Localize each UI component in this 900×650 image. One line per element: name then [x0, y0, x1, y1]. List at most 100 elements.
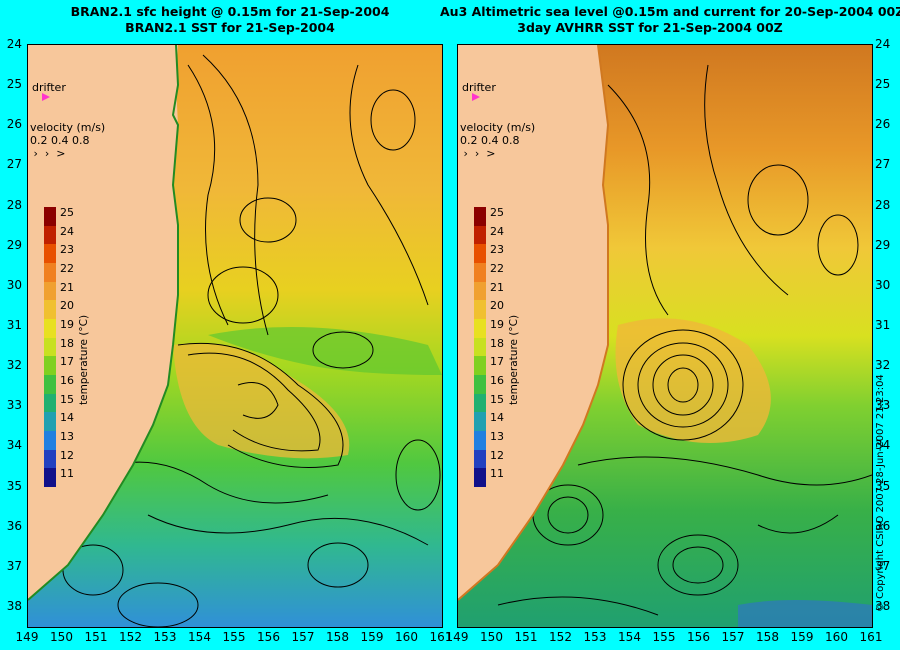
colorbar-tick: 15 [60, 392, 74, 406]
colorbar-tick: 12 [490, 448, 504, 462]
colorbar-tick: 22 [490, 262, 504, 275]
colorbar-tick: 13 [490, 430, 504, 443]
colorbar-tick: 11 [490, 467, 504, 481]
left-coastline [28, 45, 180, 601]
colorbar-tick: 13 [60, 430, 74, 443]
latitude-label: 25 [6, 77, 22, 92]
colorbar-tick: 12 [60, 448, 74, 462]
latitude-label: 27 [6, 157, 22, 172]
right-velocity-legend: velocity (m/s) 0.2 0.4 0.8 › › > [460, 121, 535, 160]
longitude-label: 152 [119, 630, 142, 644]
colorbar-tick: 24 [60, 224, 74, 238]
latitude-label: 37 [875, 558, 891, 573]
colorbar-tick: 16 [60, 374, 74, 387]
right-velocity-arrows: › › > [460, 147, 496, 160]
copyright-text: © Copyright CSIRO 2007 28-Jun-2007 21:23… [875, 374, 886, 612]
longitude-label: 159 [360, 630, 384, 644]
latitude-label: 37 [6, 558, 22, 573]
left-latitude-axis: 24 25 26 27 28 29 30 31 32 33 34 35 36 37 38 [0, 37, 26, 626]
colorbar-segment [44, 318, 56, 338]
longitude-label: 159 [790, 630, 814, 644]
left-sst-map: drifter velocity (m/s) 0.2 0.4 0.8 › › >… [27, 44, 443, 628]
right-drifter-icon [472, 93, 480, 101]
right-warm-eddy [615, 318, 771, 443]
longitude-label: 149 [15, 630, 39, 644]
latitude-label: 29 [875, 237, 891, 252]
colorbar-tick: 18 [490, 336, 504, 350]
longitude-label: 157 [291, 630, 315, 644]
colorbar-segment [474, 430, 486, 450]
longitude-label: 161 [429, 630, 453, 644]
right-velocity-title: velocity (m/s) [460, 121, 536, 134]
colorbar-segment [474, 374, 486, 394]
left-velocity-values: 0.2 0.4 0.8 [30, 134, 90, 147]
right-title-line-1: Au3 Altimetric sea level @0.15m and curr… [440, 4, 900, 19]
latitude-label: 26 [875, 117, 891, 132]
longitude-label: 149 [445, 630, 469, 644]
left-map-title: BRAN2.1 sfc height @ 0.15m for 21-Sep-20… [70, 4, 390, 36]
colorbar-segment [44, 281, 56, 301]
right-colorbar-title: temperature (°C) [508, 314, 520, 405]
colorbar-segment [474, 468, 486, 487]
colorbar-segment [474, 393, 486, 413]
latitude-label: 38 [6, 598, 22, 613]
colorbar-tick: 23 [490, 243, 504, 257]
colorbar-tick: 11 [60, 467, 74, 481]
latitude-label: 28 [6, 197, 22, 212]
latitude-label: 36 [875, 518, 891, 533]
colorbar-tick: 24 [490, 224, 504, 238]
right-colorbar: 25 24 23 22 21 20 19 18 17 16 15 14 13 12 11 [474, 206, 504, 487]
latitude-label: 32 [875, 358, 891, 373]
right-velocity-values: 0.2 0.4 0.8 [460, 134, 520, 147]
longitude-label: 161 [859, 630, 883, 644]
longitude-label: 155 [222, 630, 246, 644]
colorbar-segment [44, 468, 56, 487]
latitude-label: 34 [875, 438, 891, 453]
left-velocity-legend: velocity (m/s) 0.2 0.4 0.8 › › > [30, 121, 105, 160]
longitude-label: 157 [721, 630, 745, 644]
colorbar-tick: 21 [60, 280, 74, 294]
left-title-line-1: BRAN2.1 sfc height @ 0.15m for 21-Sep-20… [70, 4, 390, 19]
latitude-label: 30 [875, 277, 891, 292]
latitude-label: 24 [875, 37, 891, 51]
colorbar-tick: 15 [490, 392, 504, 406]
left-velocity-title: velocity (m/s) [30, 121, 106, 134]
colorbar-segment [474, 337, 486, 357]
colorbar-tick: 14 [60, 411, 74, 425]
right-title-line-2: 3day AVHRR SST for 21-Sep-2004 00Z [517, 20, 783, 35]
left-warm-eddy [173, 343, 350, 459]
left-land [28, 45, 178, 600]
latitude-label: 34 [6, 438, 22, 453]
longitude-label: 153 [583, 630, 607, 644]
latitude-label: 35 [6, 478, 22, 493]
latitude-label: 28 [875, 197, 891, 212]
colorbar-segment [474, 262, 486, 282]
left-drifter-icon [42, 93, 50, 101]
longitude-label: 151 [84, 630, 108, 644]
colorbar-segment [44, 412, 56, 431]
longitude-label: 156 [687, 630, 710, 644]
colorbar-tick: 19 [60, 318, 74, 331]
colorbar-segment [44, 300, 56, 319]
longitude-label: 150 [50, 630, 73, 644]
left-velocity-arrows: › › > [30, 147, 66, 160]
right-drifter-label: drifter [462, 81, 496, 94]
colorbar-tick: 20 [60, 299, 74, 313]
colorbar-segment [474, 412, 486, 431]
colorbar-segment [44, 244, 56, 263]
colorbar-segment [44, 337, 56, 357]
left-map-graphic [28, 45, 442, 627]
latitude-label: 32 [6, 358, 22, 373]
left-green-band [208, 327, 442, 375]
longitude-label: 160 [395, 630, 418, 644]
longitude-label: 151 [514, 630, 538, 644]
latitude-label: 29 [6, 237, 22, 252]
colorbar-segment [44, 449, 56, 469]
latitude-label: 33 [875, 398, 891, 413]
left-colorbar-title: temperature (°C) [78, 314, 90, 405]
colorbar-tick: 14 [490, 411, 504, 425]
longitude-label: 154 [618, 630, 641, 644]
colorbar-segment [474, 207, 486, 226]
latitude-label: 38 [875, 598, 891, 613]
colorbar-tick: 16 [490, 374, 504, 387]
